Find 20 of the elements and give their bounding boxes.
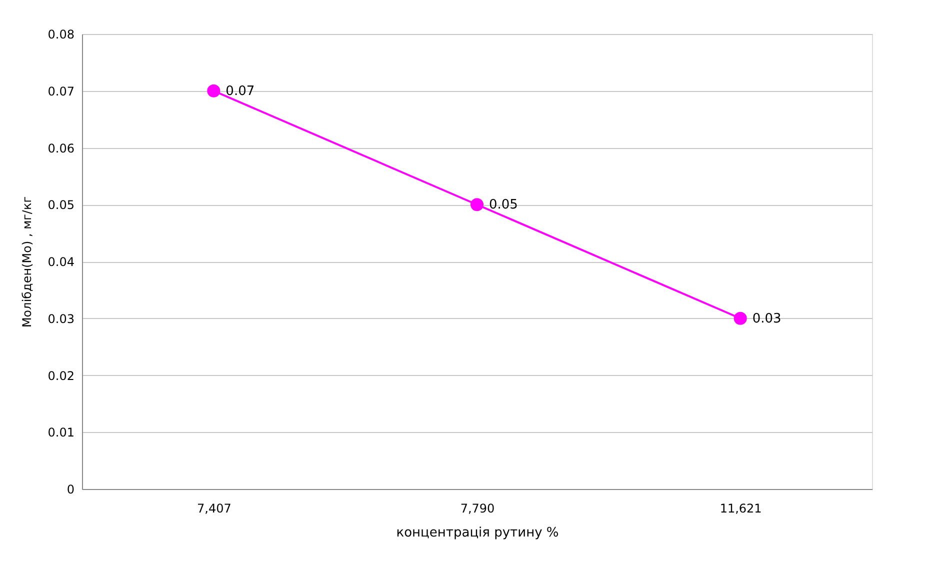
point (470, 198, 484, 212)
y-tick-label: 0.07 (48, 84, 74, 98)
data-label: 0.03 (752, 311, 782, 326)
y-tick-label: 0.05 (48, 198, 74, 212)
y-tick-label: 0.06 (48, 141, 74, 156)
y-tick-label: 0.01 (48, 426, 74, 440)
point (734, 312, 747, 325)
y-axis-title: Молібден(Мо) , мг/кг (20, 196, 34, 328)
x-tick-label: 11,621 (720, 502, 762, 516)
y-tick-label: 0 (66, 482, 74, 496)
point (207, 84, 220, 98)
y-tick-label: 0.03 (48, 312, 74, 326)
data-label: 0.05 (489, 198, 518, 213)
y-tick-label: 0.08 (48, 28, 74, 42)
x-tick-label: 7,790 (460, 502, 495, 516)
x-tick-label: 7,407 (196, 502, 232, 516)
y-tick-label: 0.02 (48, 368, 74, 383)
x-axis-title: концентрація рутину % (396, 526, 559, 540)
data-label: 0.07 (226, 84, 255, 99)
y-tick-label: 0.04 (48, 255, 74, 269)
